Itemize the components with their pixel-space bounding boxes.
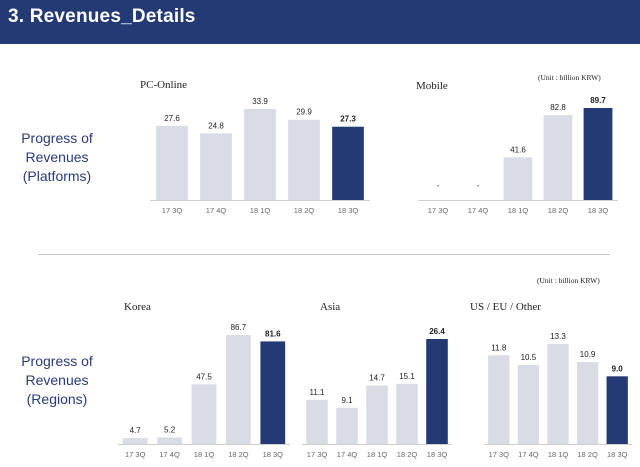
bar-17-3Q: [122, 438, 148, 444]
header-bar: 3. Revenues_Details: [0, 0, 640, 44]
tick-label: 18 1Q: [194, 450, 215, 459]
chart-asia: 11.1 17 3Q 9.1 17 4Q 14.7 18 1Q 15.1 18 2Q 26.4 1…: [302, 327, 452, 459]
tick-label: 18 2Q: [548, 206, 569, 215]
data-label: 5.2: [164, 425, 176, 434]
tick-label: 18 1Q: [367, 450, 388, 459]
tick-label: 18 2Q: [228, 450, 249, 459]
chart-title-pc-online: PC-Online: [140, 79, 188, 91]
bar-17-4Q: [517, 365, 540, 444]
tick-label: 18 3Q: [427, 450, 448, 459]
data-label: 82.8: [550, 103, 566, 112]
tick-label: 18 1Q: [250, 206, 271, 215]
data-label: 10.5: [521, 353, 537, 362]
data-label: -: [437, 181, 440, 190]
data-label: -: [477, 181, 480, 190]
tick-label: 17 4Q: [337, 450, 358, 459]
section-label-line: (Platforms): [22, 168, 92, 184]
bar-18-1Q: [503, 157, 533, 200]
data-label: 10.9: [580, 350, 596, 359]
tick-label: 17 3Q: [162, 206, 183, 215]
chart-title-asia: Asia: [320, 301, 341, 313]
unit-note-platforms: (Unit : billion KRW): [538, 73, 601, 82]
bar-18-3Q: [332, 126, 364, 200]
section-label-line: Revenues: [25, 372, 89, 388]
bar-18-2Q: [396, 383, 418, 444]
bar-17-3Q: [488, 355, 510, 444]
data-label: 9.1: [341, 396, 353, 405]
data-label: 29.9: [296, 108, 312, 117]
chart-title-mobile: Mobile: [416, 80, 448, 92]
data-label: 33.9: [252, 97, 268, 106]
page-title: 3. Revenues_Details: [8, 6, 196, 27]
chart-pc-online: 27.6 17 3Q 24.8 17 4Q 33.9 18 1Q 29.9 18 2Q 27.3…: [150, 97, 370, 215]
tick-label: 18 3Q: [588, 206, 609, 215]
bar-18-3Q: [426, 339, 448, 444]
data-label: 89.7: [590, 96, 606, 105]
chart-title-us-eu-other: US / EU / Other: [470, 301, 541, 313]
data-label: 9.0: [612, 364, 624, 373]
data-label: 47.5: [196, 372, 212, 381]
chart-mobile: - 17 3Q - 17 4Q 41.6 18 1Q 82.8 18 2Q 89.7 18 3Q: [418, 96, 618, 215]
data-label: 41.6: [510, 145, 526, 154]
tick-label: 18 2Q: [397, 450, 418, 459]
bar-18-1Q: [366, 385, 388, 444]
data-label: 15.1: [399, 372, 415, 381]
bar-18-2Q: [288, 119, 320, 200]
data-label: 11.1: [310, 388, 326, 397]
bar-18-3Q: [260, 341, 286, 444]
tick-label: 18 3Q: [338, 206, 359, 215]
bar-17-4Q: [336, 407, 358, 444]
data-label: 4.7: [130, 426, 142, 435]
unit-note-regions: (Unit : billion KRW): [537, 276, 600, 285]
chart-us-eu-other: 11.8 17 3Q 10.5 17 4Q 13.3 18 1Q 10.9 18 2Q 9.0 1…: [484, 332, 632, 459]
bar-17-4Q: [157, 437, 182, 444]
bar-18-2Q: [576, 362, 599, 444]
chart-title-korea: Korea: [124, 301, 151, 313]
tick-label: 17 4Q: [518, 450, 539, 459]
data-label: 26.4: [429, 327, 445, 336]
tick-label: 18 1Q: [508, 206, 529, 215]
tick-label: 18 1Q: [548, 450, 569, 459]
bar-18-3Q: [606, 376, 628, 444]
bar-18-1Q: [547, 344, 569, 444]
tick-label: 18 3Q: [263, 450, 284, 459]
section-label-line: Progress of: [21, 130, 93, 146]
bar-18-3Q: [583, 108, 613, 200]
tick-label: 18 3Q: [607, 450, 628, 459]
data-label: 24.8: [208, 121, 224, 130]
bar-18-1Q: [244, 109, 276, 200]
bar-18-1Q: [191, 384, 217, 444]
bar-17-4Q: [200, 133, 232, 200]
bar-18-2Q: [226, 335, 251, 444]
bar-17-3Q: [306, 399, 328, 444]
tick-label: 17 4Q: [468, 206, 489, 215]
data-label: 11.8: [491, 343, 507, 352]
section-label-line: Progress of: [21, 353, 93, 369]
tick-label: 17 3Q: [125, 450, 146, 459]
tick-label: 17 3Q: [428, 206, 449, 215]
chart-korea: 4.7 17 3Q 5.2 17 4Q 47.5 18 1Q 86.7 18 2Q 81.6 18…: [118, 323, 290, 459]
data-label: 27.6: [164, 114, 180, 123]
section-label-line: (Regions): [26, 391, 88, 407]
section-divider: [38, 254, 610, 255]
tick-label: 17 4Q: [206, 206, 227, 215]
tick-label: 17 3Q: [307, 450, 328, 459]
tick-label: 17 4Q: [159, 450, 180, 459]
section-label-line: Revenues: [25, 149, 89, 165]
section-label-regions: Progress of Revenues (Regions): [0, 352, 122, 409]
tick-label: 18 2Q: [577, 450, 598, 459]
data-label: 14.7: [369, 374, 385, 383]
data-label: 27.3: [340, 115, 356, 124]
data-label: 81.6: [265, 329, 281, 338]
data-label: 13.3: [550, 332, 566, 341]
section-label-platforms: Progress of Revenues (Platforms): [0, 129, 122, 186]
bar-17-3Q: [156, 125, 188, 200]
data-label: 86.7: [231, 323, 247, 332]
tick-label: 18 2Q: [294, 206, 315, 215]
tick-label: 17 3Q: [489, 450, 510, 459]
bar-18-2Q: [543, 115, 573, 200]
